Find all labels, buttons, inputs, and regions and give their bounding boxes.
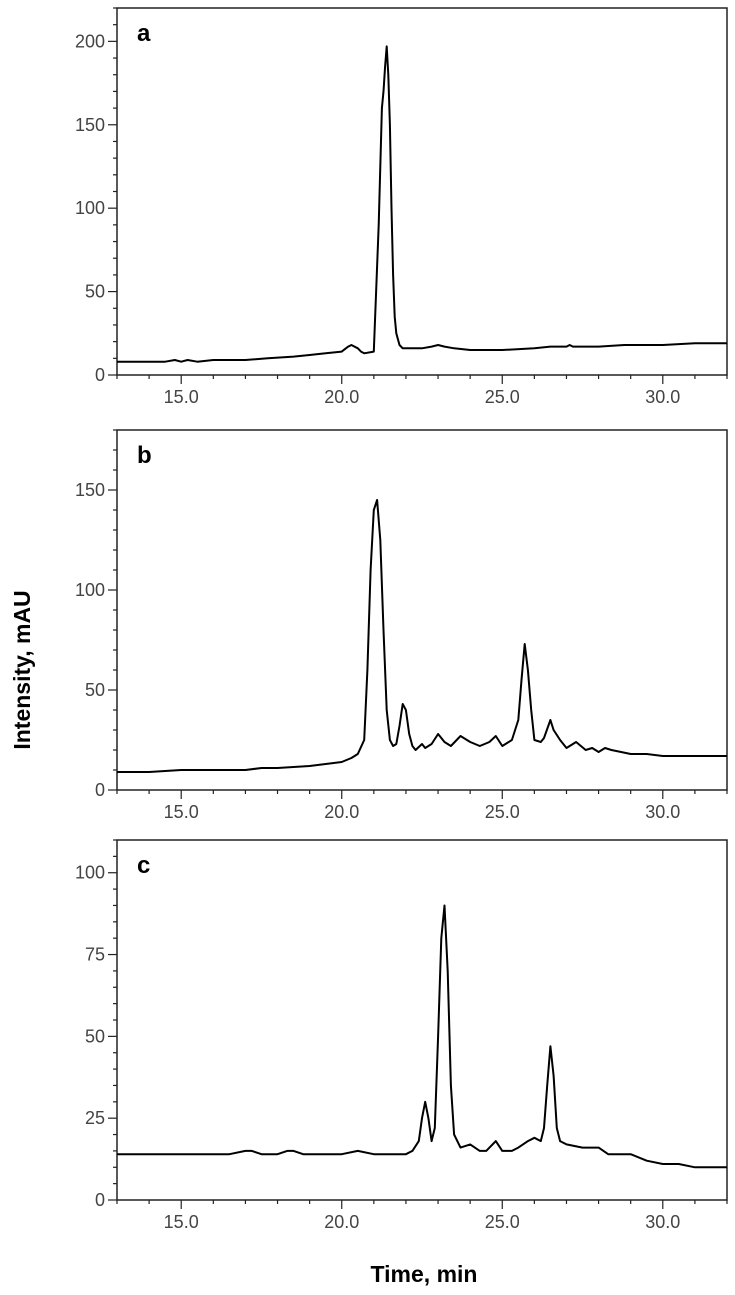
y-tick-label: 0 bbox=[95, 1190, 105, 1210]
y-tick-label: 100 bbox=[75, 863, 105, 883]
x-tick-label: 25.0 bbox=[485, 802, 520, 822]
y-tick-label: 75 bbox=[85, 945, 105, 965]
panels-group: 0 50 100 150 200 15.0 20.0 25.0 30.0 a 0 50 100 150 15… bbox=[75, 7, 728, 1232]
x-tick-label: 20.0 bbox=[324, 1212, 359, 1232]
x-tick-label: 25.0 bbox=[485, 1212, 520, 1232]
y-tick-label: 150 bbox=[75, 115, 105, 135]
x-tick-label: 25.0 bbox=[485, 387, 520, 407]
x-tick-label: 30.0 bbox=[645, 387, 680, 407]
y-tick-label: 50 bbox=[85, 282, 105, 302]
panel-c: 0 25 50 75 100 15.0 20.0 25.0 30.0 c bbox=[75, 839, 728, 1232]
y-tick-label: 100 bbox=[75, 198, 105, 218]
x-axis-title: Time, min bbox=[371, 1261, 478, 1287]
y-tick-label: 50 bbox=[85, 680, 105, 700]
x-tick-label: 20.0 bbox=[324, 802, 359, 822]
y-tick-label: 0 bbox=[95, 780, 105, 800]
x-tick-label: 15.0 bbox=[164, 802, 199, 822]
chromatogram-trace bbox=[117, 499, 727, 773]
x-tick-label: 30.0 bbox=[645, 1212, 680, 1232]
y-tick-label: 100 bbox=[75, 580, 105, 600]
panel-label: c bbox=[137, 852, 150, 879]
x-tick-label: 20.0 bbox=[324, 387, 359, 407]
panel-label: b bbox=[137, 442, 152, 469]
y-tick-label: 150 bbox=[75, 480, 105, 500]
plot-frame bbox=[116, 429, 728, 791]
x-tick-label: 15.0 bbox=[164, 387, 199, 407]
panel-a: 0 50 100 150 200 15.0 20.0 25.0 30.0 a bbox=[75, 7, 728, 407]
y-tick-label: 50 bbox=[85, 1026, 105, 1046]
x-tick-label: 15.0 bbox=[164, 1212, 199, 1232]
y-tick-label: 25 bbox=[85, 1108, 105, 1128]
chromatogram-trace bbox=[117, 45, 727, 363]
panel-label: a bbox=[137, 20, 151, 47]
y-axis-title: Intensity, mAU bbox=[9, 590, 35, 749]
chromatogram-trace bbox=[117, 904, 727, 1169]
plot-frame bbox=[116, 7, 728, 376]
plot-frame bbox=[116, 839, 728, 1201]
y-tick-label: 0 bbox=[95, 365, 105, 385]
x-tick-label: 30.0 bbox=[645, 802, 680, 822]
panel-b: 0 50 100 150 15.0 20.0 25.0 30.0 b bbox=[75, 429, 728, 822]
y-tick-label: 200 bbox=[75, 31, 105, 51]
